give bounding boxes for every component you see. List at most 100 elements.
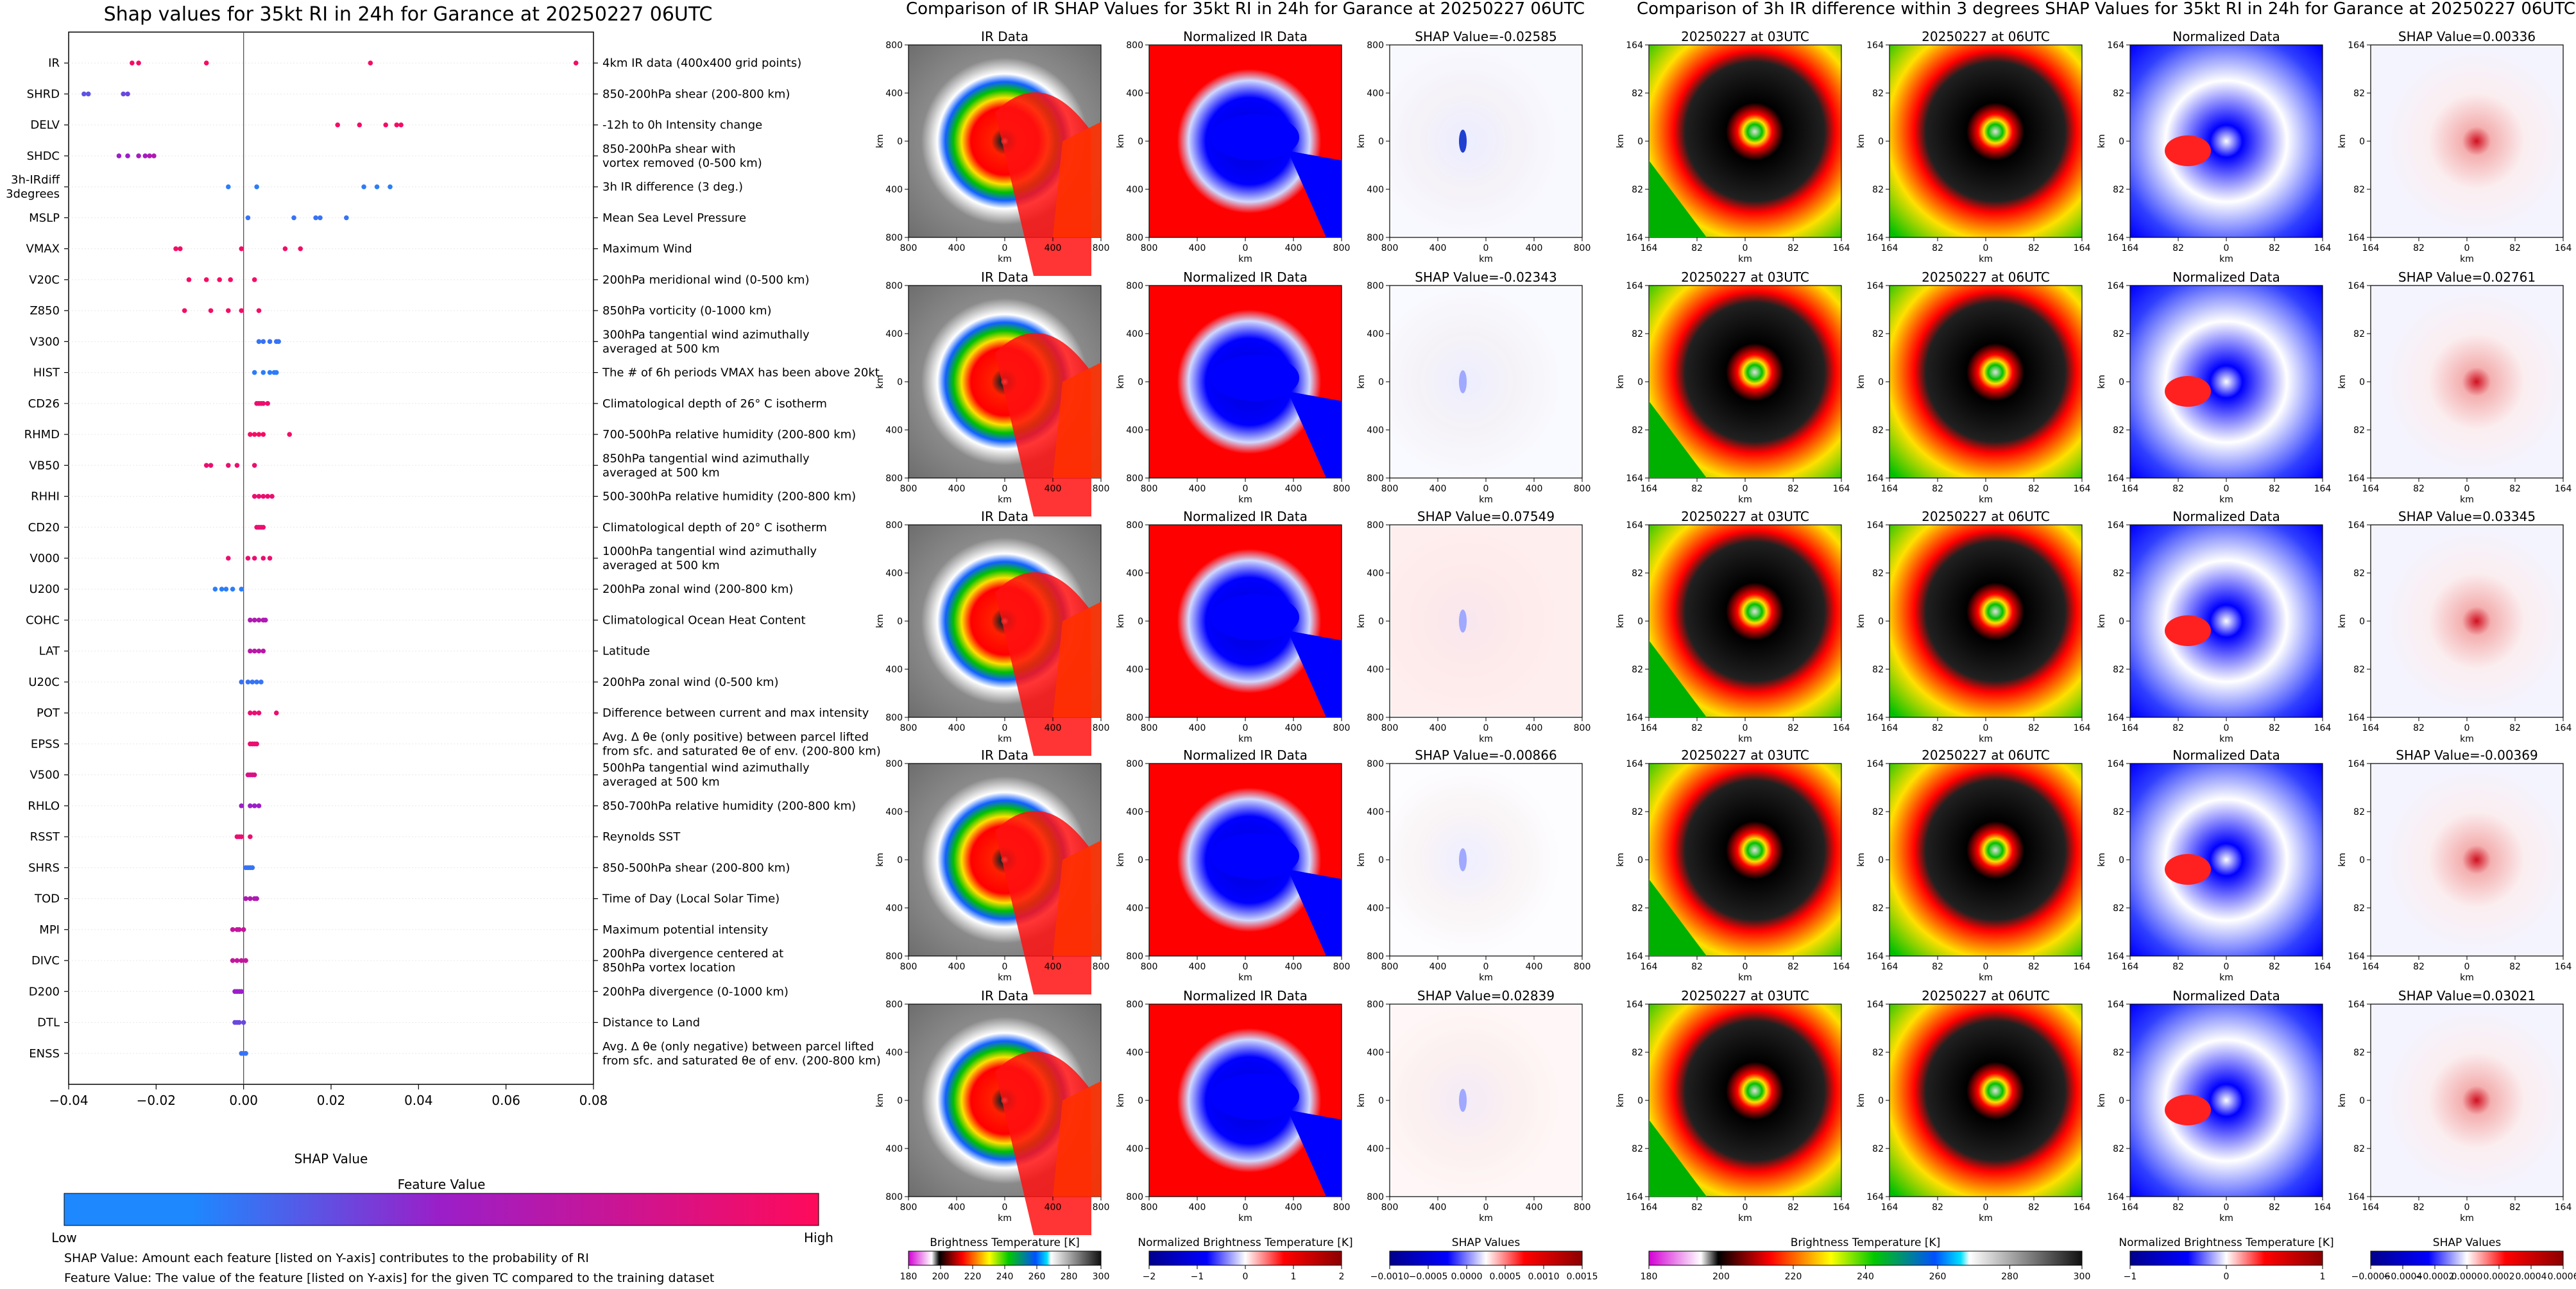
shap-point	[388, 184, 393, 189]
panel-y-tick: 164	[2348, 1192, 2365, 1202]
shap-point	[239, 246, 244, 252]
feature-tick-label: LAT	[39, 645, 60, 658]
panel-y-tick: 800	[885, 474, 903, 484]
panel-x-tick: 400	[1526, 723, 1543, 733]
panel-title: IR Data	[981, 269, 1028, 285]
feature-axis: IR SHRD DELV SHDC 3h-IRdiff 3degrees MSLP VMAX V…	[6, 56, 69, 1061]
colorbar	[908, 1251, 1102, 1266]
panel-y-tick: 800	[1367, 40, 1384, 51]
panel-title: 20250227 at 03UTC	[1681, 509, 1809, 524]
panel-x-tick: 82	[1932, 723, 1943, 733]
shap-point	[142, 153, 148, 158]
shap-point	[230, 958, 235, 963]
panel-y-tick: 400	[1367, 89, 1384, 99]
panel-y-tick: 82	[1872, 665, 1884, 675]
panel-x-tick: 164	[1641, 962, 1658, 972]
colorbar	[1389, 1251, 1583, 1266]
panel-y-tick: 82	[2353, 1144, 2365, 1154]
shap-point	[203, 60, 209, 66]
panel-y-tick: 164	[1626, 233, 1643, 243]
shap-point	[223, 586, 229, 592]
feature-description: Maximum potential intensity	[602, 923, 769, 937]
panel-x-label: km	[998, 254, 1012, 264]
shap-point	[357, 122, 363, 128]
shap-point	[243, 958, 248, 963]
panel-x-tick: 164	[1641, 484, 1658, 494]
panel-x-tick: 164	[1833, 243, 1850, 253]
colorbar-low: Low	[51, 1230, 76, 1245]
panel-x-tick: 800	[1574, 962, 1591, 972]
shap-point	[248, 432, 253, 437]
panel-x-tick: 164	[2555, 962, 2572, 972]
colorbar-tick: 0.0015	[1567, 1272, 1598, 1282]
x-axis-label: SHAP Value	[294, 1151, 368, 1166]
shap-point	[239, 834, 244, 839]
shap-point	[226, 308, 231, 313]
panel-x-tick: 82	[2413, 723, 2425, 733]
panel-x-label: km	[2460, 973, 2474, 983]
panel-y-tick: 164	[1626, 759, 1643, 769]
panel-x-tick: 800	[1093, 484, 1110, 494]
colorbar-tick: −1	[2124, 1272, 2137, 1282]
panel-y-tick: 82	[2353, 903, 2365, 914]
shap-point	[226, 463, 231, 468]
panel-y-tick: 0	[1138, 1096, 1143, 1106]
panel-x-tick: 82	[1932, 243, 1943, 253]
panel-x-tick: 0	[1483, 484, 1489, 494]
panel-x-tick: 164	[2555, 723, 2572, 733]
panel-x-tick: 0	[2224, 962, 2230, 972]
panel-y-tick: 164	[2107, 233, 2124, 243]
panel-x-label: km	[1479, 495, 1493, 505]
panel-x-tick: 82	[2028, 1202, 2040, 1213]
shap-point	[344, 215, 349, 221]
panel-x-label: km	[1479, 973, 1493, 983]
panel-x-label: km	[2219, 254, 2233, 264]
panel-y-tick: 82	[1632, 1144, 1643, 1154]
feature-tick-label: TOD	[34, 892, 60, 906]
colorbar-label: Brightness Temperature [K]	[930, 1236, 1079, 1249]
x-tick-label: 0.04	[404, 1093, 433, 1108]
panel-y-tick: 800	[1126, 281, 1143, 291]
panel-x-tick: 164	[2122, 962, 2139, 972]
shap-point	[361, 184, 366, 189]
shap-point	[374, 184, 380, 189]
colorbar-tick: 0.0005	[1490, 1272, 1521, 1282]
shap-point	[241, 1020, 246, 1025]
panel-y-tick: 82	[1872, 329, 1884, 339]
shap-point	[252, 772, 257, 778]
feature-descriptions: 4km IR data (400x400 grid points) 850-200…	[593, 56, 881, 1068]
panel-y-tick: 0	[1637, 137, 1643, 147]
shap-point	[239, 989, 244, 994]
panel-y-tick: 82	[1872, 89, 1884, 99]
panel-x-tick: 164	[1833, 484, 1850, 494]
panel-x-label: km	[998, 495, 1012, 505]
colorbar-tick: 300	[1093, 1272, 1110, 1282]
colorbar	[1648, 1251, 2083, 1266]
colorbar-tick: 220	[1785, 1272, 1802, 1282]
panel-title: SHAP Value=0.03345	[2398, 509, 2536, 524]
panel-y-tick: 800	[1126, 520, 1143, 531]
feature-tick-label: RSST	[30, 830, 60, 844]
shap-point	[245, 679, 251, 685]
colorbar-tick: 0.0000	[1451, 1272, 1483, 1282]
feature-description: Latitude	[602, 645, 650, 658]
panel-x-tick: 164	[2074, 1202, 2091, 1213]
feature-colorbar	[64, 1193, 819, 1226]
feature-description: Avg. Δ θe (only positive) between parcel…	[602, 730, 881, 758]
panel-x-label: km	[1738, 254, 1752, 264]
panel-y-label: km	[1616, 614, 1626, 628]
shap-point	[260, 556, 266, 561]
heatmap-panel	[1389, 1003, 1583, 1197]
panel-title: 20250227 at 06UTC	[1922, 269, 2050, 285]
panel-x-tick: 400	[1429, 243, 1447, 253]
panel-y-label: km	[1856, 375, 1866, 389]
colorbar-label: Normalized Brightness Temperature [K]	[2119, 1236, 2333, 1249]
panel-x-label: km	[2219, 734, 2233, 744]
feature-tick-label: V500	[30, 769, 60, 782]
panel-x-tick: 0	[1483, 962, 1489, 972]
shap-point	[260, 648, 266, 654]
panel-x-tick: 164	[2122, 484, 2139, 494]
panel-y-tick: 164	[2107, 474, 2124, 484]
panel-x-label: km	[1738, 1213, 1752, 1224]
panel-title: SHAP Value=0.07549	[1417, 509, 1555, 524]
